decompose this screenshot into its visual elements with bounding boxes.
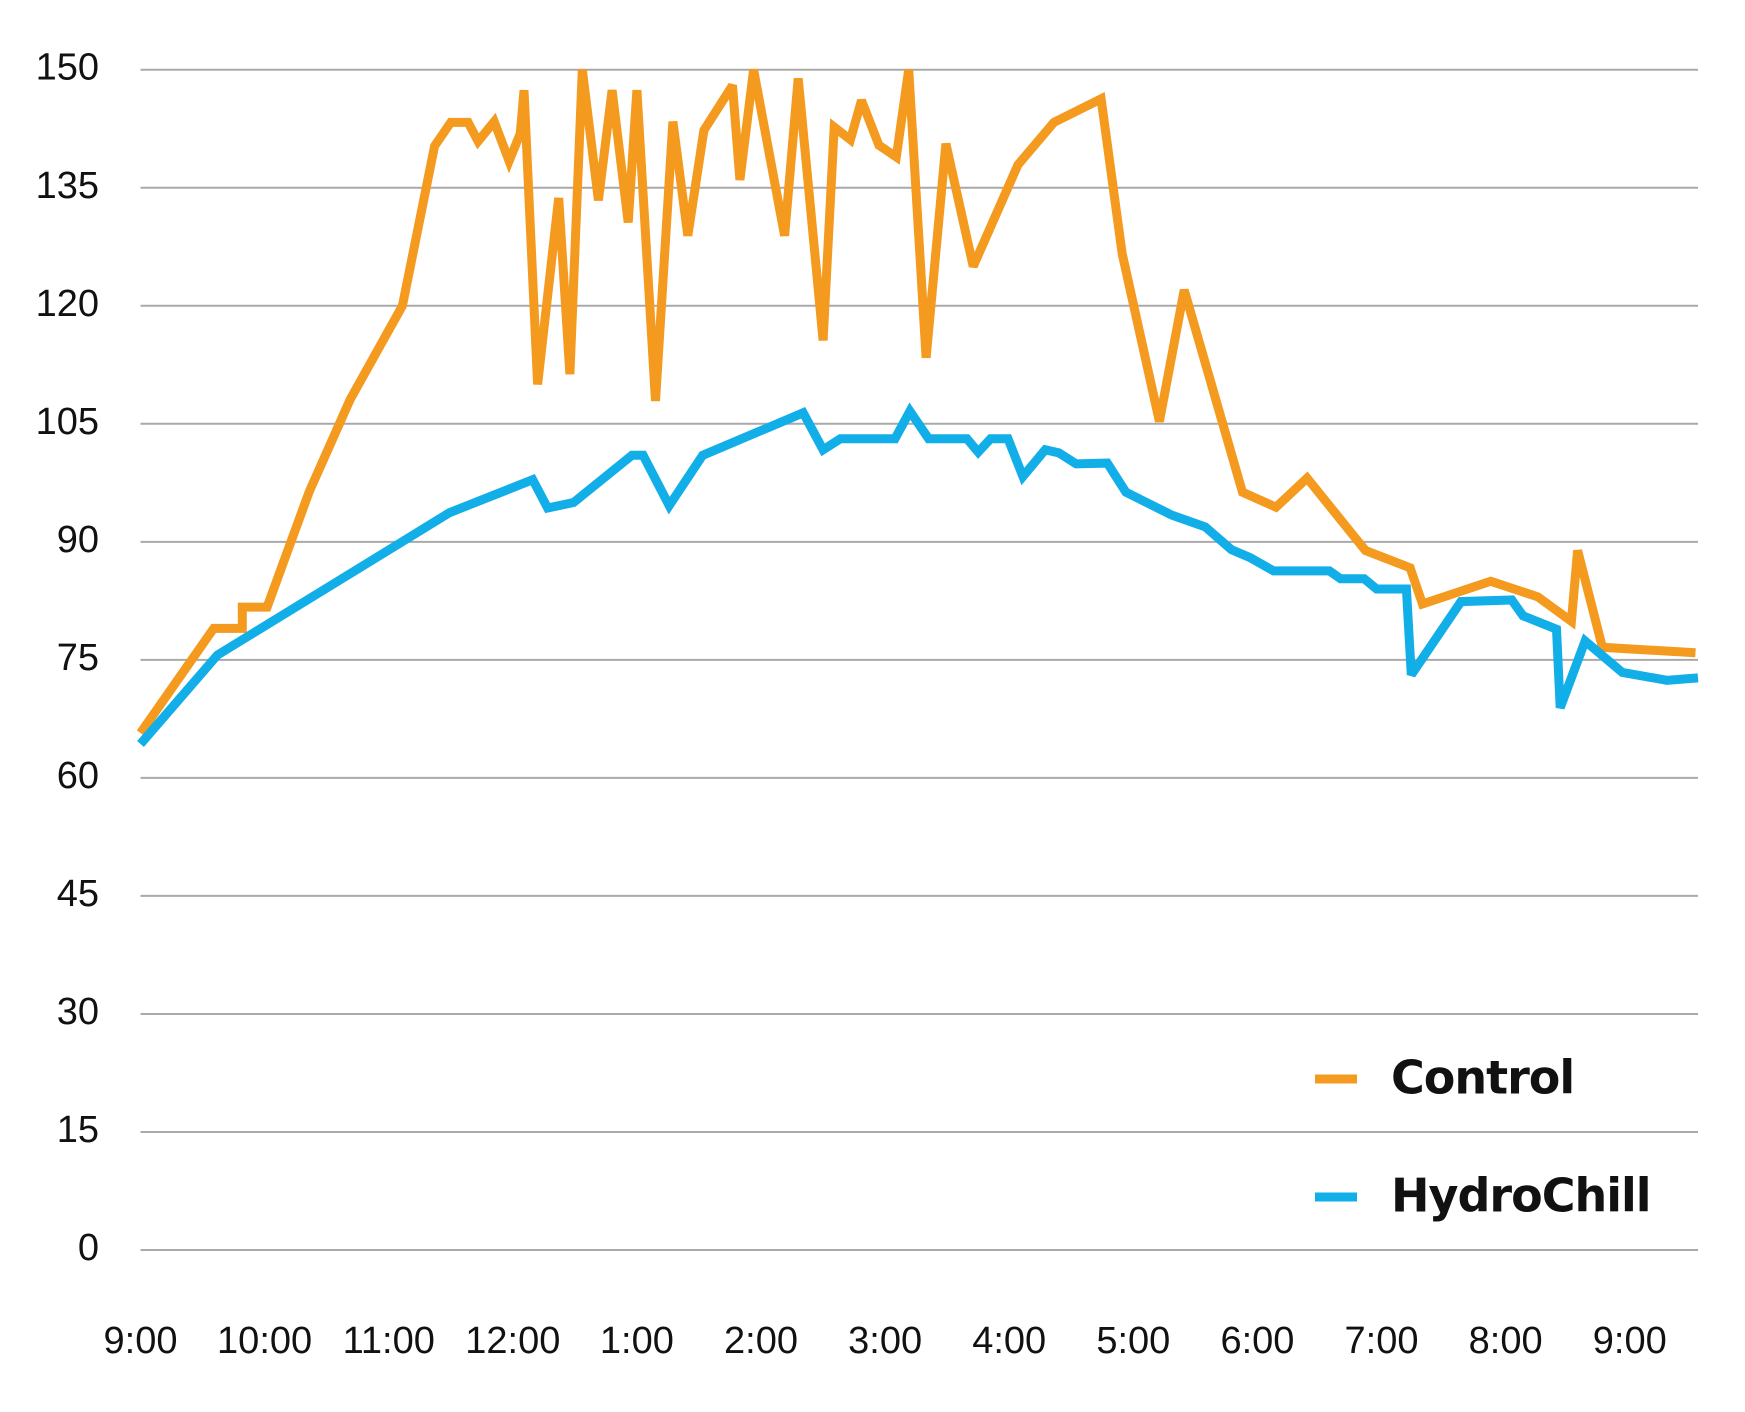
y-tick-label: 45 xyxy=(57,873,99,915)
x-tick-label: 9:00 xyxy=(104,1320,178,1362)
x-tick-label: 10:00 xyxy=(217,1320,312,1362)
y-tick-label: 0 xyxy=(78,1227,99,1269)
x-tick-label: 3:00 xyxy=(848,1320,922,1362)
x-tick-label: 6:00 xyxy=(1220,1320,1294,1362)
y-tick-label: 105 xyxy=(36,401,99,443)
y-tick-label: 30 xyxy=(57,991,99,1033)
y-tick-label: 135 xyxy=(36,165,99,207)
x-tick-label: 8:00 xyxy=(1469,1320,1543,1362)
x-tick-label: 12:00 xyxy=(465,1320,560,1362)
x-tick-label: 2:00 xyxy=(724,1320,798,1362)
x-tick-label: 5:00 xyxy=(1096,1320,1170,1362)
y-tick-label: 90 xyxy=(57,519,99,561)
series-line xyxy=(137,402,1699,747)
legend-label: Control xyxy=(1391,1051,1574,1105)
x-tick-label: 11:00 xyxy=(343,1320,435,1362)
y-tick-label: 150 xyxy=(36,47,99,89)
x-tick-label: 1:00 xyxy=(600,1320,674,1362)
x-tick-label: 7:00 xyxy=(1345,1320,1419,1362)
series-line xyxy=(136,68,1696,736)
x-tick-label: 9:00 xyxy=(1593,1320,1667,1362)
x-tick-label: 4:00 xyxy=(972,1320,1046,1362)
y-tick-label: 15 xyxy=(57,1109,99,1151)
legend-label: HydroChill xyxy=(1391,1169,1651,1223)
y-tick-label: 75 xyxy=(57,637,99,679)
y-tick-label: 120 xyxy=(36,283,99,325)
y-tick-label: 60 xyxy=(57,755,99,797)
